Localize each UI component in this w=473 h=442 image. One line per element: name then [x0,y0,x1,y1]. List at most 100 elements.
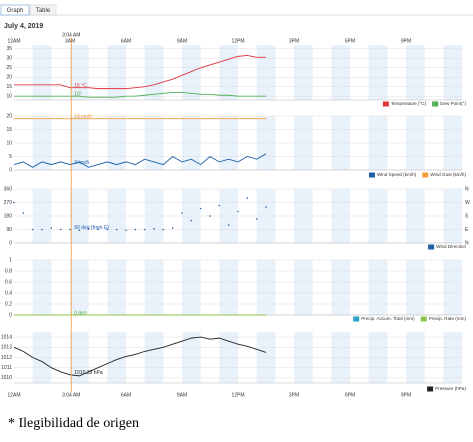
cursor-value-label: 19 km/h [74,114,92,120]
legend-swatch [422,172,429,178]
hour-stripe [219,45,238,100]
scatter-point [31,228,34,231]
series-line [14,54,266,90]
cursor-value-label: 1010.33 hPa [74,370,103,376]
hour-stripe [144,45,164,100]
legend-label: Wind Direction [436,244,466,249]
x-tick-label-top: 3AM [65,38,75,44]
cursor-value-label: 10° [74,92,82,98]
y-tick-label: 20 [6,113,12,119]
hour-stripe [331,260,350,315]
y-tick-label: 90 [6,227,12,233]
x-tick-label-top: 12AM [7,38,20,44]
y-tick-label: 15 [6,127,12,133]
y-tick-label: 0 [9,167,12,173]
legend-label: Wind Gust (km/h) [430,172,466,177]
y2-tick-label: N [465,186,469,192]
cursor-value-label: 0 mm [74,310,87,316]
hour-stripe [331,45,350,100]
legend-swatch [353,316,360,322]
y-tick-label: 30 [6,56,12,62]
hour-stripe [406,45,425,100]
x-tick-label-bottom: 9PM [401,392,411,398]
tab-graph-label[interactable]: Graph [7,8,24,14]
legend-swatch [432,101,439,107]
series-line [13,336,267,377]
x-tick-label-top: 9AM [177,38,187,44]
y2-tick-label: S [465,213,469,219]
scatter-point [246,197,249,199]
legend-swatch [382,101,389,107]
legend-label: Dew Point(°) [440,101,466,106]
hour-stripe [107,260,126,315]
y-tick-label: 1013 [1,345,12,351]
hour-stripe [32,45,52,100]
hour-stripe [219,260,238,315]
scatter-point [181,212,183,214]
hour-stripe [256,260,276,315]
hour-stripe [443,260,462,315]
x-tick-label-top: 3PM [289,38,299,44]
legend-label: Wind Speed (km/h) [377,172,417,177]
hour-stripe [144,260,164,315]
tab-table-label[interactable]: Table [36,8,51,14]
x-tick-label-bottom: 6AM [121,392,131,398]
y-tick-label: 0.4 [5,290,12,296]
y2-tick-label: E [465,227,469,233]
scatter-point [134,228,137,231]
y-tick-label: 35 [6,46,12,52]
hour-stripe [294,45,313,100]
cursor-label-top: 3:04 AM [62,32,80,38]
cursor-value-label: 0 mm [74,310,87,316]
scatter-point [125,229,127,232]
y-tick-label: 1014 [1,334,12,340]
y-tick-label: 0.8 [5,268,12,274]
scatter-point [13,201,15,204]
x-tick-label-bottom: 9AM [177,392,187,398]
date: July 4, 2019 [4,23,43,30]
hour-stripe [70,45,89,100]
hour-stripe [406,260,425,315]
hour-stripe [368,260,388,315]
cursor-label-bottom: 3:04 AM [62,392,80,398]
y-tick-label: 25 [6,65,12,71]
scatter-point [78,229,81,232]
legend-label: Precip. Rate (mm) [429,316,467,321]
y-tick-label: 1011 [1,365,12,371]
scatter-point [143,228,146,231]
legend-label: Pressure (hPa) [435,386,466,391]
y-tick-label: 0.6 [5,279,12,285]
cursor-value-label: 3 km/h [74,160,89,166]
legend-swatch [428,244,435,250]
scatter-point [199,207,202,210]
hour-stripe [294,260,313,315]
hour-stripe [70,260,89,315]
hour-stripe [368,45,388,100]
legend-swatch [368,172,375,178]
hour-stripe [32,260,52,315]
hour-stripe [443,45,462,100]
y-tick-label: 180 [4,213,13,219]
cursor-value-label: 15 °C [74,83,87,89]
legend-label: Temperature (°C) [391,101,427,106]
scatter-point [227,224,230,226]
scatter-point [59,228,62,231]
cursor-value-label: 90 deg (from E) [74,225,109,231]
y-tick-label: 10 [6,140,12,146]
panel: 1010 1011 1012 1013 1014 1010.33 hPa Pressure … [1,332,466,392]
x-tick-label-top: 6PM [345,38,355,44]
scatter-point [255,218,258,220]
legend-label: Precip. Accum. Total (mm) [361,316,415,321]
y-tick-label: 1012 [1,355,12,361]
tab-graph[interactable] [0,4,30,16]
y-tick-label: 20 [6,75,12,81]
scatter-point [87,227,90,230]
y-tick-label: 270 [4,200,13,206]
x-tick-label-bottom: 6PM [345,392,355,398]
y-tick-label: 1 [9,257,12,263]
y-tick-label: 15 [6,84,12,90]
series-line [14,91,266,98]
tab-table[interactable] [29,4,57,16]
scatter-point [237,210,239,213]
